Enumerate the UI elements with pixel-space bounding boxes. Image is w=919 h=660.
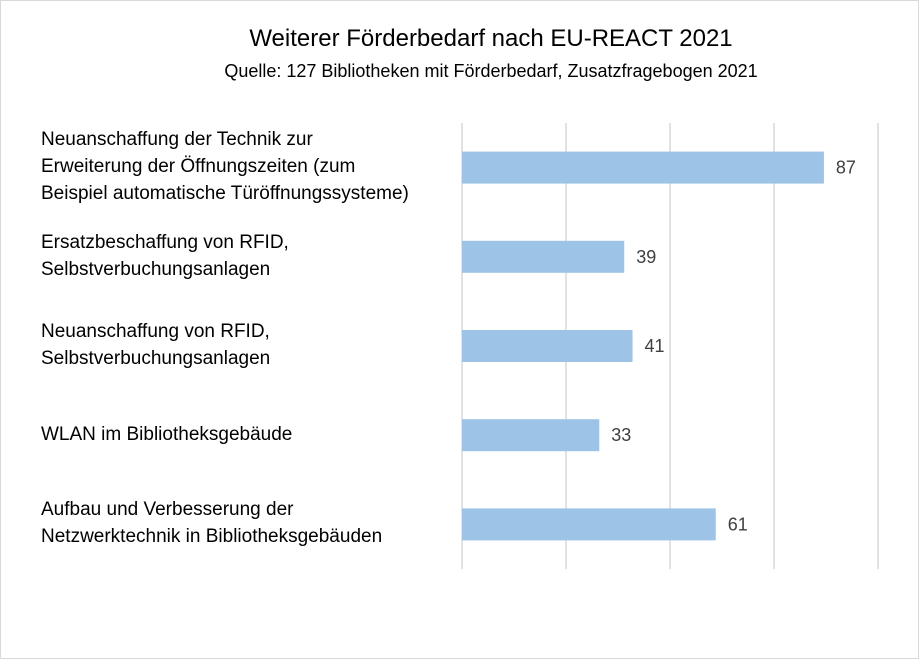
bar [462,151,824,184]
category-label: Neuanschaffung der Technik zur Erweiteru… [41,129,409,205]
data-label: 33 [611,425,631,445]
category-label: Neuanschaffung von RFID, Selbstverbuchun… [41,321,271,369]
bar [462,330,633,362]
category-label: Aufbau und Verbesserung der Netzwerktech… [41,499,383,548]
category-label: Ersatzbeschaffung von RFID, Selbstverbuc… [41,231,289,280]
bar [462,419,600,452]
bar [462,240,625,273]
chart-subtitle: Quelle: 127 Bibliotheken mit Förderbedar… [224,61,758,81]
data-label: 61 [728,514,748,534]
data-label: 87 [836,158,856,178]
bar [462,508,716,541]
category-label: WLAN im Bibliotheksgebäude [41,423,293,445]
data-label: 39 [636,247,656,267]
chart-title: Weiterer Förderbedarf nach EU-REACT 2021 [249,25,733,52]
data-label: 41 [645,336,665,356]
